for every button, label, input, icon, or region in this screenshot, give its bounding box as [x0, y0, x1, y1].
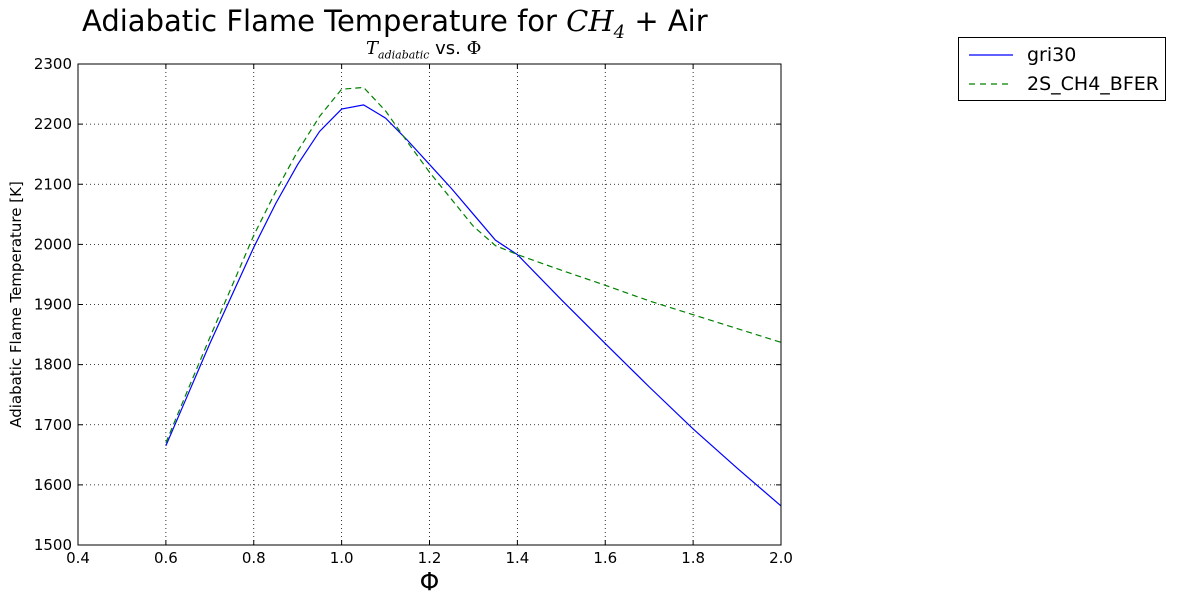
y-tick-label: 2100: [34, 175, 72, 193]
y-tick-label: 2000: [34, 235, 72, 253]
title-formula: CH4: [566, 4, 626, 43]
x-tick-label: 2.0: [769, 549, 793, 567]
x-tick-label: 1.4: [505, 549, 529, 567]
x-tick-label: 1.2: [418, 549, 442, 567]
legend-line-solid-icon: [969, 54, 1013, 56]
y-tick-label: 1700: [34, 416, 72, 434]
chart-title: Adiabatic Flame Temperature for CH4 + Ai…: [82, 4, 708, 43]
y-tick-label: 1500: [34, 536, 72, 554]
legend-item-gri30: gri30: [967, 44, 1076, 66]
x-tick-label: 0.8: [242, 549, 266, 567]
y-tick-label: 1900: [34, 296, 72, 314]
y-tick-label: 1800: [34, 356, 72, 374]
legend-line-dashed-icon: [969, 83, 1013, 85]
x-tick-label: 0.6: [154, 549, 178, 567]
x-tick-label: 0.4: [66, 549, 90, 567]
series-line-2s-ch4-bfer: [165, 86, 782, 444]
legend-label: gri30: [1027, 44, 1077, 66]
y-axis-label: Adiabatic Flame Temperature [K]: [7, 181, 25, 428]
x-tick-label: 1.0: [330, 549, 354, 567]
legend-label: 2S_CH4_BFER: [1027, 73, 1159, 95]
y-tick-label: 1600: [34, 476, 72, 494]
legend: gri30 2S_CH4_BFER: [958, 37, 1166, 101]
y-tick-label: 2200: [34, 115, 72, 133]
x-tick-label: 1.8: [681, 549, 705, 567]
x-tick-label: 1.6: [593, 549, 617, 567]
legend-item-2s-ch4-bfer: 2S_CH4_BFER: [967, 73, 1159, 95]
y-tick-label: 2300: [34, 55, 72, 73]
x-axis-label: Φ: [420, 567, 440, 596]
series-line-gri30: [165, 104, 782, 507]
chart-subtitle: Tadiabatic vs. Φ: [366, 38, 482, 62]
